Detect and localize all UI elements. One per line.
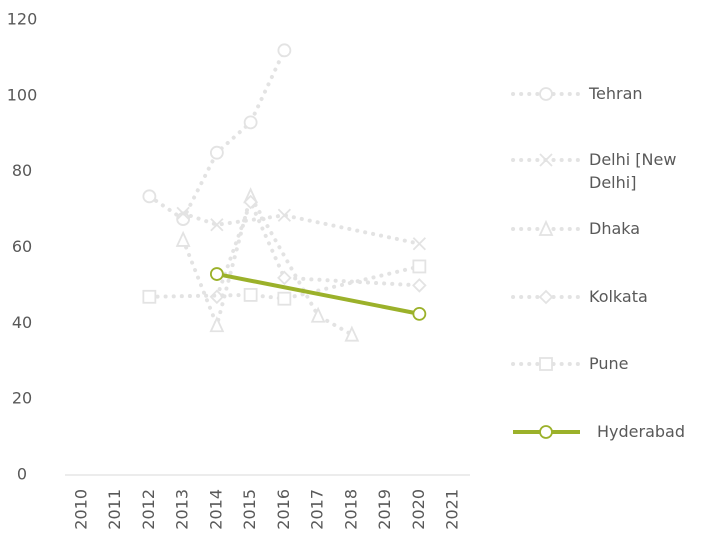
marker	[142, 189, 157, 204]
x-tick-label: 2014	[206, 489, 225, 530]
marker	[412, 306, 427, 321]
x-tick-label: 2016	[274, 489, 293, 530]
marker	[243, 194, 258, 210]
legend-item	[511, 153, 582, 167]
marker	[539, 425, 553, 439]
marker	[538, 219, 554, 236]
x-tick-label: 2019	[375, 489, 394, 530]
marker	[277, 291, 292, 306]
marker	[412, 259, 427, 274]
marker	[277, 43, 292, 58]
marker	[142, 289, 157, 304]
marker	[210, 218, 224, 232]
legend-label: Kolkata	[589, 287, 648, 306]
marker	[412, 278, 427, 293]
y-tick-label: 120	[7, 10, 38, 29]
legend-label: Tehran	[589, 84, 643, 103]
legend-label: Delhi [New Delhi]	[589, 150, 677, 192]
marker	[209, 316, 225, 333]
series-line	[147, 48, 287, 222]
x-tick-label: 2013	[173, 489, 192, 530]
marker	[539, 357, 553, 371]
marker	[539, 153, 553, 167]
legend-label: Hyderabad	[597, 422, 685, 441]
x-tick-label: 2021	[443, 489, 462, 530]
series-line	[181, 211, 422, 246]
marker	[175, 230, 191, 247]
x-tick-label: 2015	[240, 489, 259, 530]
legend-item	[511, 87, 582, 101]
marker	[176, 206, 190, 221]
x-tick-label: 2012	[139, 489, 158, 530]
y-tick-label: 40	[12, 313, 32, 332]
marker	[539, 87, 553, 101]
series-line	[214, 196, 422, 299]
x-tick-label: 2020	[409, 489, 428, 530]
marker	[243, 115, 258, 130]
series-line	[216, 272, 420, 316]
x-tick-label: 2018	[341, 489, 360, 530]
legend-item	[511, 289, 582, 305]
marker	[412, 237, 427, 251]
y-tick-label: 100	[7, 85, 38, 104]
y-tick-label: 60	[12, 237, 32, 256]
y-tick-label: 20	[12, 389, 32, 408]
x-tick-label: 2011	[105, 489, 124, 530]
marker	[538, 289, 554, 305]
y-tick-label: 80	[12, 161, 32, 180]
marker	[243, 287, 258, 302]
series-line	[181, 191, 354, 337]
x-tick-label: 2017	[308, 489, 327, 530]
marker	[277, 208, 292, 222]
legend-item	[513, 425, 580, 439]
x-tick-label: 2010	[71, 489, 90, 530]
legend-label: Dhaka	[589, 219, 641, 238]
marker	[209, 267, 224, 281]
marker	[344, 325, 360, 342]
series-line	[147, 264, 422, 301]
legend-label: Pune	[589, 354, 629, 373]
y-tick-label: 0	[17, 465, 27, 484]
marker	[277, 270, 292, 286]
marker	[209, 145, 224, 160]
marker	[310, 306, 326, 323]
legend-item	[511, 219, 582, 236]
legend-item	[511, 357, 582, 371]
